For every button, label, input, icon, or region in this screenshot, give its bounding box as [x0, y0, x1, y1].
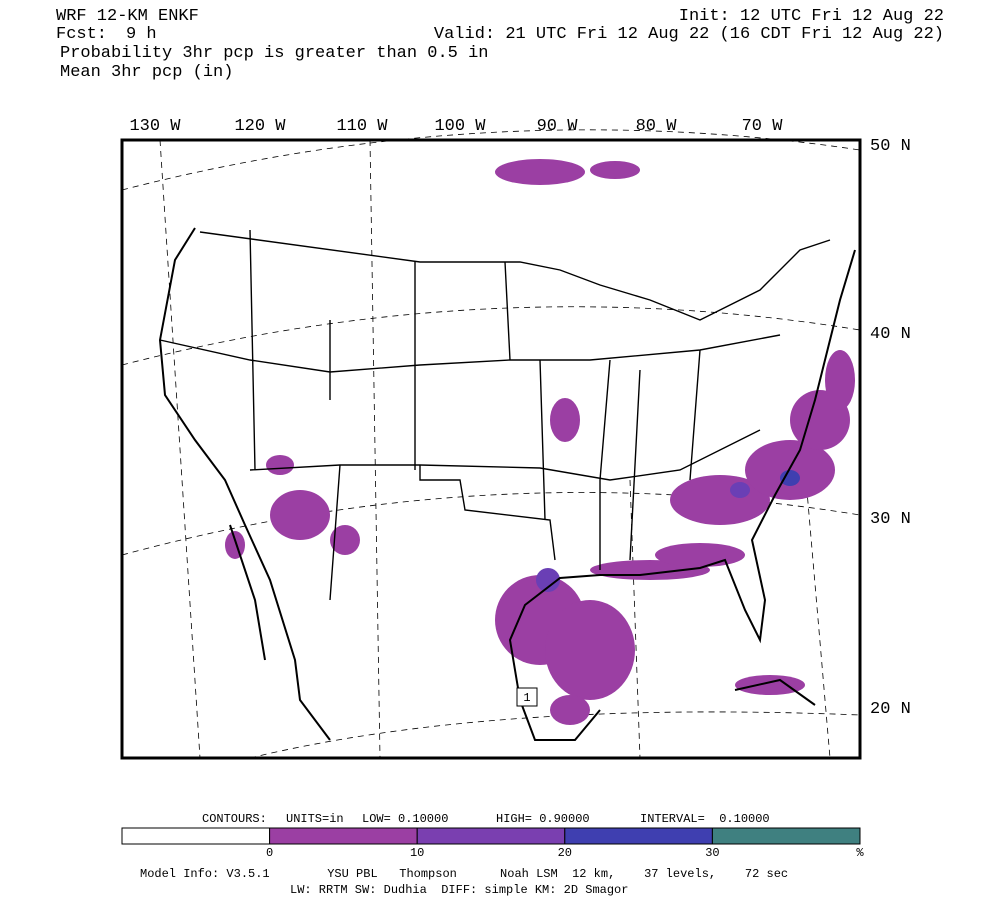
colorbar-segment [121, 827, 271, 845]
contour-info: CONTOURS: UNITS=in LOW= 0.10000 HIGH= 0.… [202, 812, 770, 826]
valid-time: Valid: 21 UTC Fri 12 Aug 22 (16 CDT Fri … [434, 25, 944, 44]
lon-label: 110 W [336, 117, 388, 136]
colorbar-segment [564, 827, 713, 845]
colorbar-tick: 30 [705, 846, 719, 860]
lon-label: 80 W [636, 117, 678, 136]
contour-text: HIGH= 0.90000 [496, 812, 590, 826]
field-title: Probability 3hr pcp is greater than 0.5 … [60, 44, 488, 63]
lon-label: 120 W [234, 117, 286, 136]
colorbar-tick: 20 [558, 846, 572, 860]
lat-label: 20 N [870, 700, 911, 719]
map-frame [120, 138, 862, 760]
precipitation [225, 159, 855, 725]
lon-label: 70 W [742, 117, 784, 136]
lat-label: 40 N [870, 325, 911, 344]
colorbar-unit: % [856, 846, 864, 860]
fcst-hour: 9 h [126, 25, 157, 44]
contour-text: INTERVAL= 0.10000 [640, 812, 770, 826]
field-title: Mean 3hr pcp (in) [60, 63, 233, 82]
contour-text: CONTOURS: [202, 812, 267, 826]
lon-label: 90 W [537, 117, 579, 136]
contour-text: UNITS=in [286, 812, 344, 826]
colorbar-segment [416, 827, 566, 845]
boundaries [159, 229, 831, 601]
colorbar-segment [269, 827, 418, 845]
colorbar-segment [711, 827, 861, 845]
lat-label: 30 N [870, 510, 911, 529]
lon-label: 100 W [434, 117, 486, 136]
fcst-label: Fcst: [56, 25, 107, 44]
lat-labels: 50 N 40 N 30 N 20 N [870, 137, 911, 719]
contour-box [516, 687, 538, 707]
lon-labels: 130 W 120 W 110 W 100 W 90 W 80 W 70 W [129, 117, 783, 136]
contour-text: LOW= 0.10000 [362, 812, 448, 826]
colorbar-tick: 10 [410, 846, 424, 860]
map: 1 [120, 129, 862, 760]
colorbar-tick: 0 [266, 846, 273, 860]
model-title: WRF 12-KM ENKF [56, 7, 199, 26]
colorbar: 0 10 20 30% [121, 827, 864, 860]
footer: LW: RRTM SW: Dudhia DIFF: simple KM: 2D … [290, 883, 628, 897]
init-time: Init: 12 UTC Fri 12 Aug 22 [679, 7, 944, 26]
footer: Model Info: V3.5.1 YSU PBL Thompson Noah… [140, 867, 788, 881]
coastlines [158, 227, 856, 741]
lon-label: 130 W [129, 117, 181, 136]
lat-label: 50 N [870, 137, 911, 156]
contour-label: 1 [523, 691, 530, 705]
